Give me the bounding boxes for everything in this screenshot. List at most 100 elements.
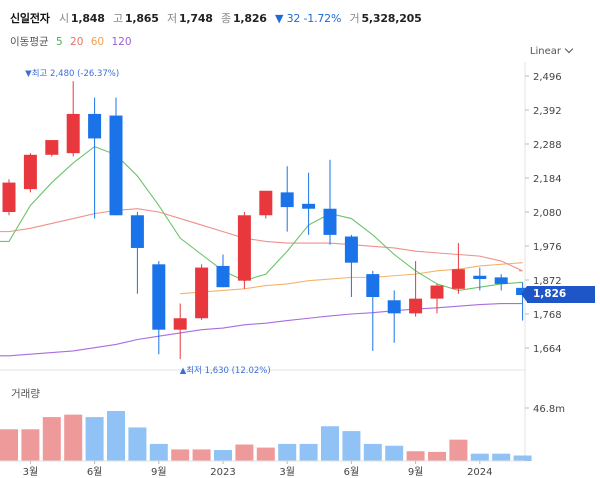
volume-bar: [363, 443, 382, 461]
candle-body: [66, 113, 80, 154]
candle: [23, 153, 37, 193]
stock-name: 신일전자: [10, 12, 50, 25]
candle: [259, 190, 273, 219]
ma-legend[interactable]: 이동평균 5 20 60 120: [10, 34, 136, 49]
candle: [366, 270, 380, 351]
candle: [302, 172, 316, 235]
candle-body: [280, 192, 294, 208]
y-tick-label: 1,976: [533, 242, 562, 253]
x-tick-label: 3월: [23, 466, 39, 478]
ma5-line: [0, 145, 523, 292]
scale-mode-label: Linear: [529, 46, 561, 57]
change-value: ▼ 32 -1.72%: [275, 12, 342, 25]
x-tick-label: 6월: [344, 466, 360, 478]
candle-body: [216, 265, 230, 288]
candle: [237, 212, 251, 289]
x-tick-label: 6월: [87, 466, 103, 478]
volume-label: 거: [349, 12, 360, 25]
candle: [323, 159, 337, 245]
candle: [109, 97, 123, 216]
ma-legend-label: 이동평균: [10, 36, 49, 48]
high-value: 1,865: [124, 12, 159, 25]
x-tick-label: 2024: [467, 467, 492, 478]
volume-bar: [21, 429, 40, 461]
volume-max-label: 46.8m: [533, 404, 565, 415]
close-value: 1,826: [232, 12, 267, 25]
open-label: 시: [58, 12, 69, 25]
x-tick-label: 9월: [151, 466, 167, 478]
candle-body: [130, 215, 144, 248]
candle-body: [237, 215, 251, 281]
ma60-legend: 60: [90, 36, 105, 48]
low-label: 저: [167, 12, 177, 25]
volume-bar: [321, 426, 339, 461]
candle-body: [387, 300, 401, 314]
open-value: 1,848: [70, 12, 105, 25]
x-tick-label: 3월: [279, 466, 295, 478]
y-tick-label: 2,392: [533, 106, 562, 117]
volume-bar: [107, 410, 125, 461]
volume-bar: [513, 455, 532, 461]
volume-bar: [428, 451, 446, 461]
candle-body: [45, 140, 59, 155]
volume-bar: [278, 443, 297, 461]
candle: [344, 234, 358, 297]
candle: [473, 267, 487, 291]
volume-bar: [470, 453, 489, 461]
volume-bar: [449, 439, 468, 461]
candle: [494, 274, 508, 291]
candle-body: [152, 264, 166, 330]
volume-bar: [299, 443, 318, 461]
candle: [216, 254, 230, 288]
low-value: 1,748: [178, 12, 213, 25]
candle-body: [344, 236, 358, 263]
candle: [152, 261, 166, 355]
candle-body: [109, 115, 123, 216]
max-price-annotation: ▼최고 2,480 (-26.37%): [25, 68, 119, 79]
current-price-tag: 1,826: [521, 286, 595, 303]
candle-body: [2, 182, 16, 212]
high-label: 고: [113, 12, 123, 25]
scale-mode-dropdown[interactable]: Linear: [529, 44, 574, 57]
candle-body: [366, 274, 380, 297]
y-tick-label: 2,080: [533, 208, 562, 219]
price-header: 신일전자 시 1,848 고 1,865 저 1,748 종 1,826 ▼ 32 -1…: [10, 10, 427, 26]
volume-bar: [235, 444, 254, 461]
x-tick-label: 2023: [210, 467, 235, 478]
min-price-annotation: ▲최저 1,630 (12.02%): [180, 365, 271, 376]
candle-body: [473, 275, 487, 280]
y-tick-label: 2,184: [533, 174, 562, 185]
ma120-legend: 120: [111, 36, 132, 48]
candle: [451, 243, 465, 294]
ma20-legend: 20: [70, 36, 84, 48]
ma5-legend: 5: [55, 36, 63, 48]
candle: [88, 97, 102, 219]
candle: [130, 212, 144, 294]
volume-bar: [192, 449, 211, 461]
volume-value: 5,328,205: [361, 12, 422, 25]
volume-bar: [0, 429, 18, 461]
candle-body: [323, 208, 337, 235]
volume-bar: [342, 431, 361, 461]
candle: [173, 303, 187, 360]
candle-body: [409, 298, 423, 314]
volume-bar: [42, 417, 61, 461]
candle-body: [451, 269, 465, 289]
ma20-line: [0, 208, 523, 272]
candle: [66, 81, 80, 157]
candle: [2, 179, 16, 216]
volume-bar: [85, 417, 104, 461]
volume-bar: [149, 443, 168, 461]
y-tick-label: 2,496: [533, 72, 562, 83]
x-tick-label: 9월: [408, 466, 424, 478]
volume-bar: [385, 445, 404, 461]
candle: [45, 140, 59, 157]
volume-panel-title: 거래량: [11, 388, 40, 400]
candle: [280, 166, 294, 232]
close-label: 종: [221, 12, 231, 25]
candle: [195, 264, 209, 320]
volume-bar: [128, 427, 147, 461]
candle-body: [23, 154, 37, 190]
volume-bar: [406, 451, 425, 461]
